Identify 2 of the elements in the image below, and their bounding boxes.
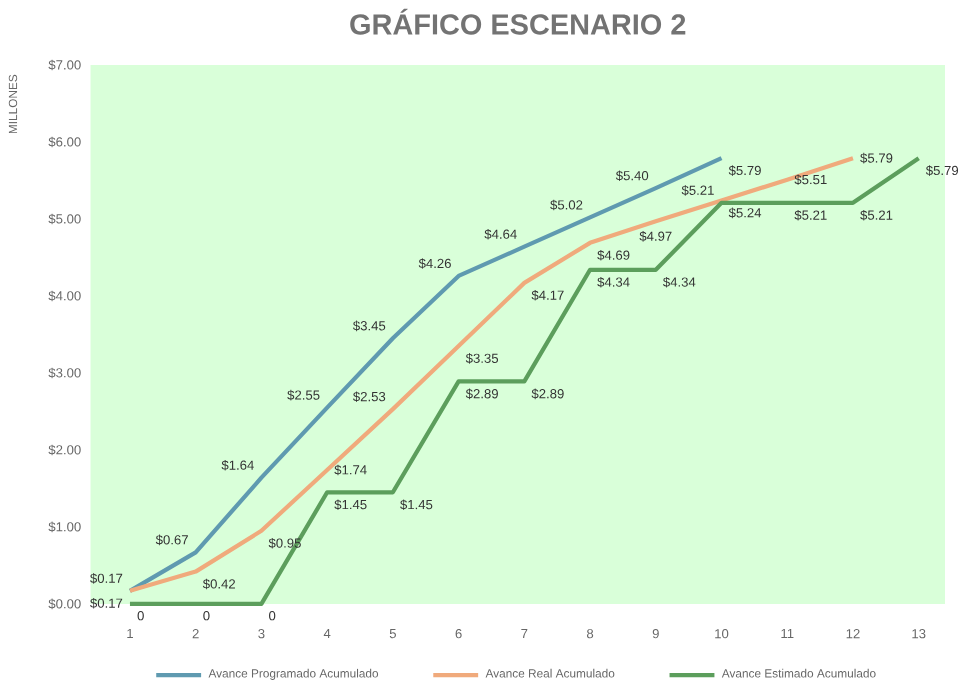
line-series bbox=[127, 156, 724, 593]
chart-title: GRÁFICO ESCENARIO 2 bbox=[350, 8, 686, 35]
